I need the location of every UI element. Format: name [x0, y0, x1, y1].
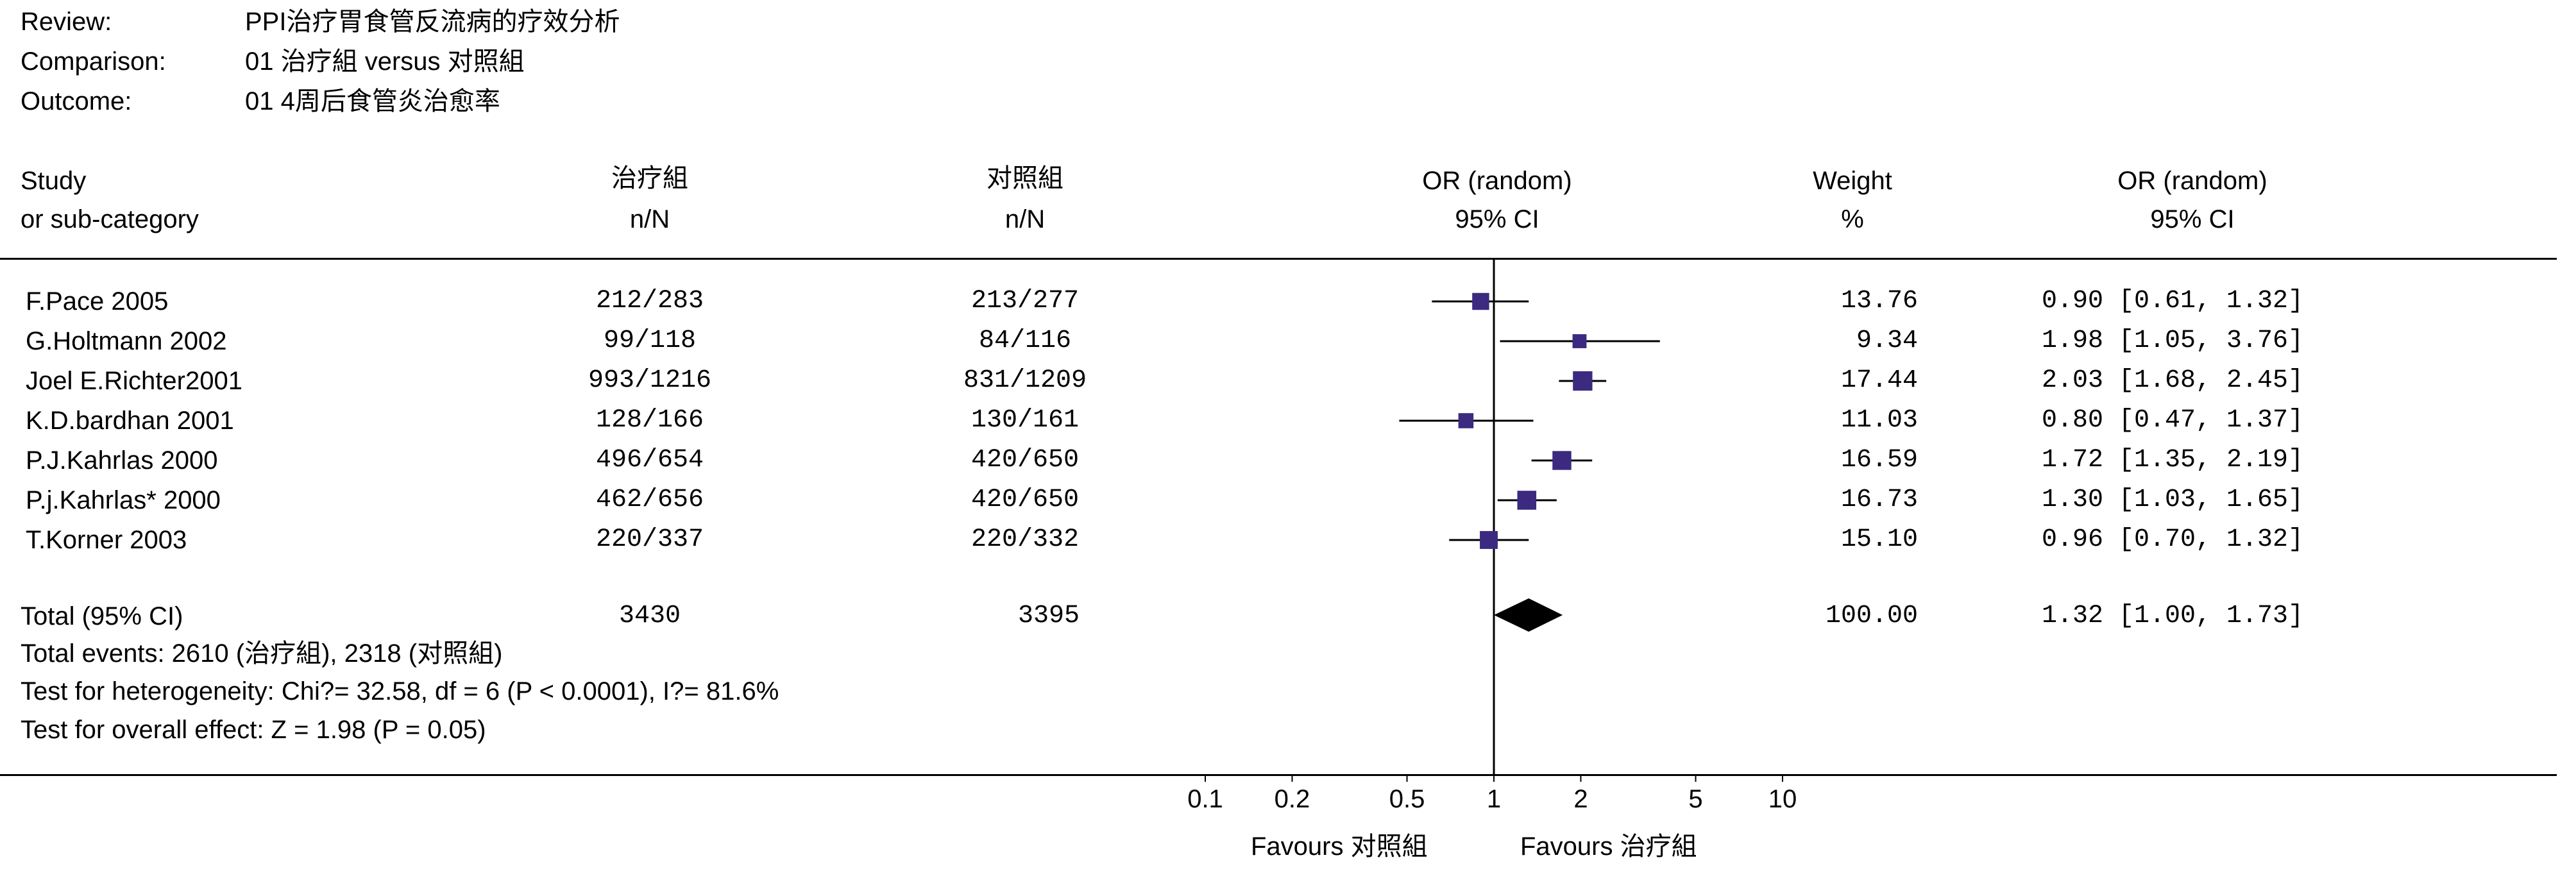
review-value: PPI治疗胃食管反流病的疗效分析: [245, 8, 620, 36]
pooled-diamond: [1494, 598, 1563, 632]
study-name: F.Pace 2005: [26, 287, 169, 316]
x-tick-label: 0.5: [1389, 785, 1425, 813]
header-divider: [0, 258, 2557, 260]
x-tick-label: 10: [1768, 785, 1797, 813]
study-name: T.Korner 2003: [26, 526, 187, 554]
col-or-header: OR (random): [2117, 167, 2267, 195]
heterogeneity-test: Test for heterogeneity: Chi?= 32.58, df …: [21, 677, 779, 705]
x-tick-label: 1: [1486, 785, 1502, 813]
study-or-ci: 0.80 [0.47, 1.37]: [2042, 406, 2304, 435]
study-control-nn: 220/332: [970, 525, 1080, 554]
total-control-n: 3395: [1017, 602, 1080, 630]
x-tick-label: 2: [1573, 785, 1588, 813]
col-plot-ci: 95% CI: [1455, 205, 1539, 233]
comparison-value: 01 治疗組 versus 对照組: [245, 47, 525, 76]
effect-marker: [1552, 451, 1572, 470]
col-weight-header: Weight: [1813, 167, 1892, 195]
col-control-nn: n/N: [1004, 205, 1046, 233]
effect-marker: [1472, 292, 1489, 310]
study-control-nn: 420/650: [970, 446, 1080, 475]
outcome-label: Outcome:: [21, 87, 132, 115]
study-name: K.D.bardhan 2001: [26, 407, 234, 435]
total-label: Total (95% CI): [21, 602, 183, 630]
total-treatment-n: 3430: [618, 602, 681, 630]
study-weight: 13.76: [1840, 287, 1918, 316]
study-weight: 17.44: [1840, 366, 1918, 395]
favours-control-label: Favours 对照組: [1251, 832, 1428, 861]
col-study-header: Study: [21, 167, 87, 195]
study-control-nn: 130/161: [970, 406, 1080, 435]
col-treatment-header: 治疗組: [611, 164, 688, 192]
study-treatment-nn: 128/166: [595, 406, 704, 435]
study-or-ci: 0.96 [0.70, 1.32]: [2042, 525, 2304, 554]
review-label: Review:: [21, 8, 112, 36]
effect-marker: [1517, 491, 1537, 510]
study-treatment-nn: 212/283: [595, 287, 704, 316]
effect-marker: [1572, 334, 1587, 348]
x-tick-label: 0.1: [1187, 785, 1223, 813]
comparison-label: Comparison:: [21, 47, 166, 76]
study-control-nn: 213/277: [970, 287, 1080, 316]
x-tick-label: 5: [1688, 785, 1703, 813]
study-weight: 15.10: [1840, 525, 1918, 554]
study-weight: 11.03: [1840, 406, 1918, 435]
study-or-ci: 1.72 [1.35, 2.19]: [2042, 446, 2304, 475]
col-study-subheader: or sub-category: [21, 205, 199, 233]
col-plot-header: OR (random): [1422, 167, 1572, 195]
col-control-header: 对照組: [987, 164, 1063, 192]
study-control-nn: 420/650: [970, 485, 1080, 514]
total-events: Total events: 2610 (治疗組), 2318 (对照組): [21, 639, 503, 668]
study-weight: 16.59: [1840, 446, 1918, 475]
study-name: Joel E.Richter2001: [26, 367, 242, 395]
col-or-ci: 95% CI: [2150, 205, 2235, 233]
study-name: P.J.Kahrlas 2000: [26, 446, 218, 475]
overall-effect-test: Test for overall effect: Z = 1.98 (P = 0…: [21, 716, 486, 744]
study-treatment-nn: 462/656: [595, 485, 704, 514]
study-name: P.j.Kahrlas* 2000: [26, 486, 221, 514]
study-treatment-nn: 993/1216: [588, 366, 712, 395]
study-treatment-nn: 496/654: [595, 446, 704, 475]
study-weight: 9.34: [1856, 326, 1918, 355]
favours-treatment-label: Favours 治疗組: [1520, 832, 1697, 861]
total-weight: 100.00: [1825, 602, 1918, 630]
study-name: G.Holtmann 2002: [26, 327, 227, 355]
effect-marker: [1480, 531, 1498, 549]
study-control-nn: 831/1209: [963, 366, 1087, 395]
study-control-nn: 84/116: [978, 326, 1072, 355]
study-or-ci: 2.03 [1.68, 2.45]: [2042, 366, 2304, 395]
outcome-value: 01 4周后食管炎治愈率: [245, 87, 500, 115]
x-tick-label: 0.2: [1274, 785, 1310, 813]
study-treatment-nn: 220/337: [595, 525, 704, 554]
effect-marker: [1458, 413, 1474, 428]
study-or-ci: 0.90 [0.61, 1.32]: [2042, 287, 2304, 316]
effect-marker: [1573, 371, 1593, 391]
study-weight: 16.73: [1840, 485, 1918, 514]
study-treatment-nn: 99/118: [603, 326, 697, 355]
col-treatment-nn: n/N: [629, 205, 670, 233]
total-or-ci: 1.32 [1.00, 1.73]: [2042, 602, 2304, 630]
study-or-ci: 1.98 [1.05, 3.76]: [2042, 326, 2304, 355]
footer-divider: [0, 774, 2557, 776]
study-or-ci: 1.30 [1.03, 1.65]: [2042, 485, 2304, 514]
col-weight-pct: %: [1841, 205, 1864, 233]
